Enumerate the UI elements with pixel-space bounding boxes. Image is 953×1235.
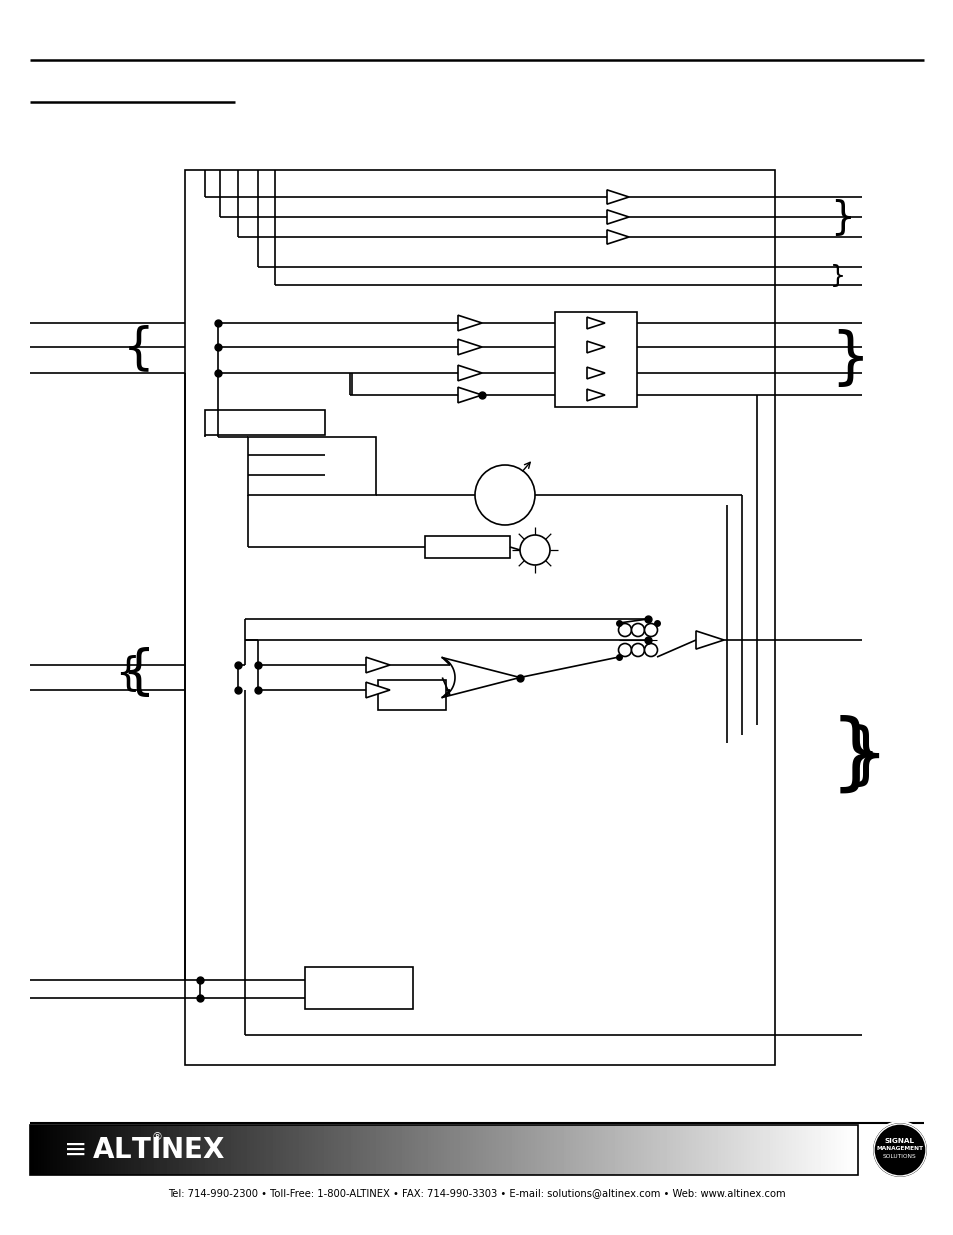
Circle shape [631, 643, 644, 657]
Polygon shape [606, 190, 628, 204]
Text: }: } [829, 264, 845, 288]
Circle shape [519, 535, 550, 564]
Text: }: } [829, 329, 869, 389]
Bar [424, 536, 510, 558]
Polygon shape [457, 388, 481, 403]
Circle shape [644, 643, 657, 657]
Text: $\equiv$ALTINEX: $\equiv$ALTINEX [58, 1136, 225, 1165]
Bar [30, 1125, 857, 1174]
Polygon shape [457, 340, 481, 354]
Circle shape [618, 624, 631, 636]
Circle shape [618, 643, 631, 657]
Bar [248, 437, 375, 495]
Circle shape [631, 624, 644, 636]
Polygon shape [366, 682, 390, 698]
Text: }: } [844, 724, 886, 790]
Bar [185, 170, 774, 1065]
Polygon shape [457, 315, 481, 331]
Text: {: { [115, 655, 140, 692]
Polygon shape [606, 230, 628, 245]
Bar [305, 967, 413, 1009]
Polygon shape [586, 317, 604, 329]
Text: SOLUTIONS: SOLUTIONS [882, 1155, 916, 1160]
Polygon shape [586, 389, 604, 401]
Circle shape [644, 624, 657, 636]
Text: ®: ® [152, 1132, 163, 1142]
Polygon shape [366, 657, 390, 673]
Polygon shape [606, 210, 628, 224]
Text: SIGNAL: SIGNAL [884, 1137, 914, 1144]
Polygon shape [586, 341, 604, 353]
Text: {: { [123, 324, 154, 372]
Text: }: } [829, 715, 882, 795]
Polygon shape [696, 631, 723, 650]
Polygon shape [586, 367, 604, 379]
Bar [555, 312, 637, 408]
Polygon shape [457, 366, 481, 380]
Text: {: { [121, 647, 154, 699]
Circle shape [871, 1123, 927, 1178]
Text: MANAGEMENT: MANAGEMENT [876, 1146, 923, 1151]
Text: }: } [829, 198, 854, 236]
Circle shape [475, 466, 535, 525]
Bar [377, 680, 446, 710]
Text: Tel: 714-990-2300 • Toll-Free: 1-800-ALTINEX • FAX: 714-990-3303 • E-mail: solut: Tel: 714-990-2300 • Toll-Free: 1-800-ALT… [168, 1188, 785, 1198]
Bar [205, 410, 325, 435]
